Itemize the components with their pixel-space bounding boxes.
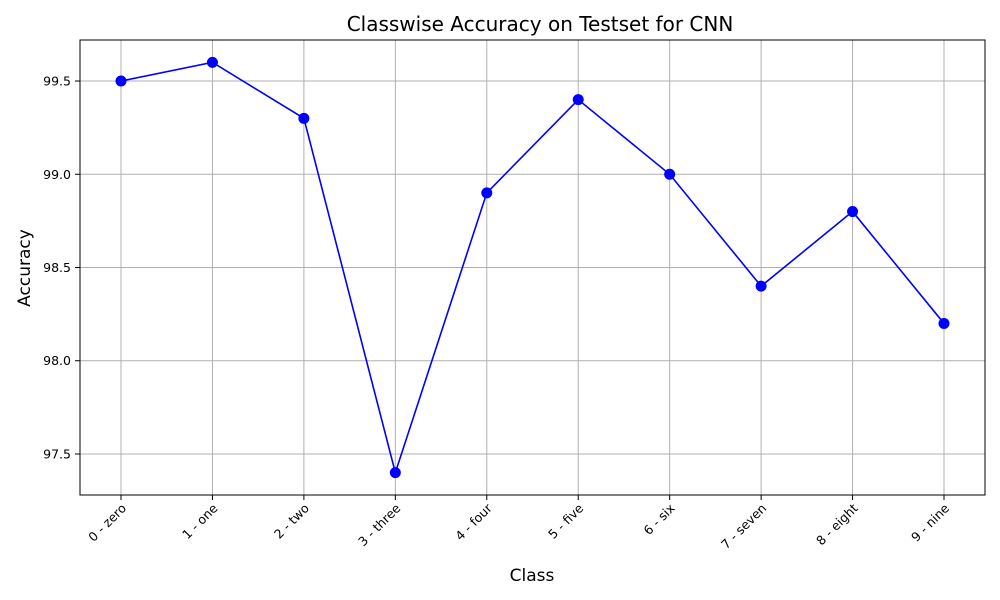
grid bbox=[80, 40, 985, 495]
y-axis-label: Accuracy bbox=[15, 229, 35, 307]
x-tick-label: 0 - zero bbox=[85, 501, 129, 545]
y-axis: 97.5 98.0 98.5 99.0 99.5 bbox=[43, 74, 80, 461]
y-tick-label: 99.0 bbox=[43, 167, 71, 182]
data-point bbox=[572, 94, 584, 106]
y-tick-label: 98.0 bbox=[43, 353, 71, 368]
x-tick-label: 4 - four bbox=[452, 500, 495, 543]
chart-title: Classwise Accuracy on Testset for CNN bbox=[347, 12, 734, 36]
x-tick-label: 7 - seven bbox=[718, 501, 769, 552]
data-point bbox=[755, 280, 767, 292]
x-tick-label: 8 - eight bbox=[813, 500, 861, 548]
data-point bbox=[115, 75, 127, 87]
data-point bbox=[847, 206, 859, 218]
x-tick-label: 6 - six bbox=[640, 501, 677, 538]
x-axis-label: Class bbox=[510, 566, 555, 586]
data-point bbox=[206, 56, 218, 68]
series-line bbox=[120, 61, 945, 476]
x-tick-label: 5 - five bbox=[545, 500, 586, 541]
data-point bbox=[389, 467, 401, 479]
x-tick-label: 2 - two bbox=[271, 501, 312, 542]
x-tick-label: 9 - nine bbox=[908, 500, 952, 544]
x-tick-label: 3 - three bbox=[355, 500, 404, 549]
y-tick-label: 97.5 bbox=[43, 446, 71, 461]
x-axis: 0 - zero 1 - one 2 - two 3 - three 4 - four 5… bbox=[85, 495, 952, 552]
data-point bbox=[481, 187, 493, 199]
data-point bbox=[938, 317, 950, 329]
series-layer bbox=[115, 56, 950, 479]
data-point bbox=[664, 168, 676, 180]
y-tick-label: 98.5 bbox=[43, 260, 71, 275]
data-point bbox=[298, 112, 310, 124]
y-tick-label: 99.5 bbox=[43, 74, 71, 89]
x-tick-label: 1 - one bbox=[179, 500, 221, 542]
